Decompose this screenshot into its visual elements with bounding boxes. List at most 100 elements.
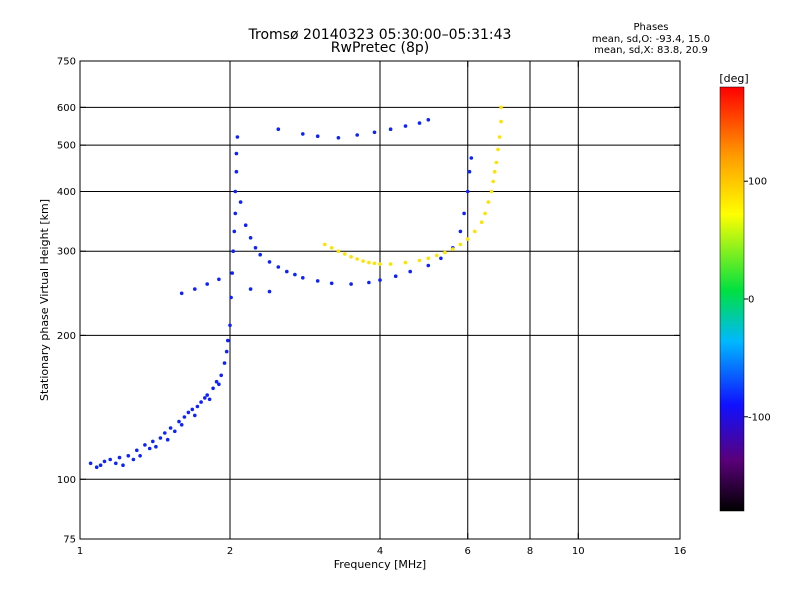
o-mode-point bbox=[403, 124, 408, 128]
o-mode-point bbox=[177, 419, 181, 424]
data-points bbox=[88, 105, 503, 470]
x-mode-point bbox=[323, 242, 327, 247]
x-mode-point bbox=[361, 259, 365, 263]
o-mode-point bbox=[222, 361, 227, 365]
o-mode-point bbox=[207, 397, 212, 402]
o-mode-point bbox=[276, 265, 281, 269]
o-mode-point bbox=[126, 454, 131, 458]
o-mode-point bbox=[179, 423, 184, 427]
o-mode-point bbox=[182, 415, 187, 419]
o-mode-point bbox=[131, 457, 136, 462]
y-axis-ticks: 75 100 200 300 400 500 600 750 bbox=[57, 57, 680, 546]
x-mode-point bbox=[496, 147, 500, 152]
o-mode-point bbox=[163, 431, 167, 435]
o-mode-point bbox=[408, 269, 413, 274]
o-mode-point bbox=[248, 287, 253, 291]
y-tick-label: 200 bbox=[57, 331, 76, 342]
o-mode-point bbox=[388, 127, 393, 131]
colorbar-tick-label: -100 bbox=[748, 412, 771, 423]
y-tick-label: 600 bbox=[57, 103, 76, 114]
y-axis-label: Stationary phase Virtual Height [km] bbox=[38, 199, 51, 401]
x-axis-label: Frequency [MHz] bbox=[334, 558, 426, 571]
chart-title-line1: Tromsø 20140323 05:30:00–05:31:43 bbox=[248, 27, 512, 43]
gridlines bbox=[80, 61, 680, 539]
o-mode-point bbox=[228, 323, 232, 328]
x-mode-point bbox=[483, 211, 487, 216]
o-mode-point bbox=[467, 169, 472, 174]
o-mode-point bbox=[267, 289, 272, 294]
x-mode-point bbox=[486, 200, 491, 204]
o-mode-point bbox=[439, 256, 443, 261]
o-mode-point bbox=[301, 276, 305, 280]
o-mode-point bbox=[329, 281, 334, 286]
y-tick-label: 300 bbox=[57, 247, 76, 258]
o-mode-point bbox=[193, 287, 197, 291]
o-mode-point bbox=[217, 382, 221, 387]
o-mode-point bbox=[195, 404, 200, 409]
o-mode-point bbox=[372, 130, 377, 135]
o-mode-point bbox=[238, 200, 243, 204]
o-mode-point bbox=[293, 272, 297, 277]
x-tick-label: 6 bbox=[465, 546, 471, 557]
y-tick-label: 75 bbox=[63, 535, 76, 546]
o-mode-point bbox=[224, 349, 229, 354]
x-tick-label: 8 bbox=[527, 546, 533, 557]
o-mode-point bbox=[426, 263, 431, 268]
x-mode-point bbox=[426, 256, 431, 261]
x-mode-point bbox=[465, 237, 470, 241]
x-mode-point bbox=[494, 160, 499, 165]
o-mode-point bbox=[230, 271, 234, 275]
o-mode-point bbox=[469, 156, 474, 160]
x-mode-point bbox=[489, 189, 494, 194]
o-mode-point bbox=[151, 439, 155, 444]
o-mode-point bbox=[114, 461, 118, 466]
o-mode-point bbox=[233, 211, 238, 216]
colorbar-tick-label: 0 bbox=[748, 295, 754, 306]
colorbar-label: [deg] bbox=[719, 72, 748, 85]
y-tick-label: 400 bbox=[57, 187, 76, 198]
x-mode-point bbox=[343, 252, 347, 256]
o-mode-point bbox=[205, 393, 209, 397]
o-mode-point bbox=[121, 463, 125, 468]
o-mode-point bbox=[154, 444, 158, 449]
stats-line-o: mean, sd,O: -93.4, 15.0 bbox=[592, 34, 710, 45]
o-mode-point bbox=[232, 229, 237, 234]
x-tick-label: 1 bbox=[77, 546, 83, 557]
o-mode-point bbox=[234, 151, 239, 156]
stats-heading: Phases bbox=[633, 22, 668, 33]
chart-title-line2: RwPretec (8p) bbox=[331, 40, 429, 56]
x-mode-point bbox=[435, 253, 439, 258]
y-tick-label: 750 bbox=[57, 57, 76, 68]
x-mode-point bbox=[499, 105, 503, 110]
o-mode-point bbox=[217, 277, 221, 282]
o-mode-point bbox=[117, 455, 122, 460]
x-mode-point bbox=[355, 257, 360, 261]
x-mode-point bbox=[336, 249, 341, 253]
o-mode-point bbox=[165, 437, 170, 442]
o-mode-point bbox=[253, 246, 258, 250]
o-mode-point bbox=[276, 127, 281, 131]
x-mode-point bbox=[458, 242, 463, 247]
o-mode-point bbox=[193, 413, 197, 418]
o-mode-point bbox=[199, 400, 203, 404]
o-mode-point bbox=[458, 229, 463, 234]
x-tick-label: 10 bbox=[572, 546, 585, 557]
stats-line-x: mean, sd,X: 83.8, 20.9 bbox=[594, 45, 708, 56]
o-mode-point bbox=[233, 189, 238, 194]
y-tick-label: 500 bbox=[57, 141, 76, 152]
o-mode-point bbox=[267, 260, 272, 264]
o-mode-point bbox=[258, 252, 263, 257]
o-mode-point bbox=[186, 410, 191, 415]
x-mode-point bbox=[451, 247, 455, 251]
o-mode-point bbox=[143, 443, 147, 447]
o-mode-point bbox=[301, 132, 305, 136]
y-tick-label: 100 bbox=[57, 475, 76, 486]
o-mode-point bbox=[108, 457, 112, 462]
o-mode-point bbox=[315, 279, 320, 283]
o-mode-point bbox=[231, 249, 235, 253]
o-mode-point bbox=[234, 169, 239, 174]
o-mode-point bbox=[465, 189, 470, 194]
o-mode-point bbox=[336, 136, 341, 140]
x-mode-point bbox=[499, 119, 503, 124]
